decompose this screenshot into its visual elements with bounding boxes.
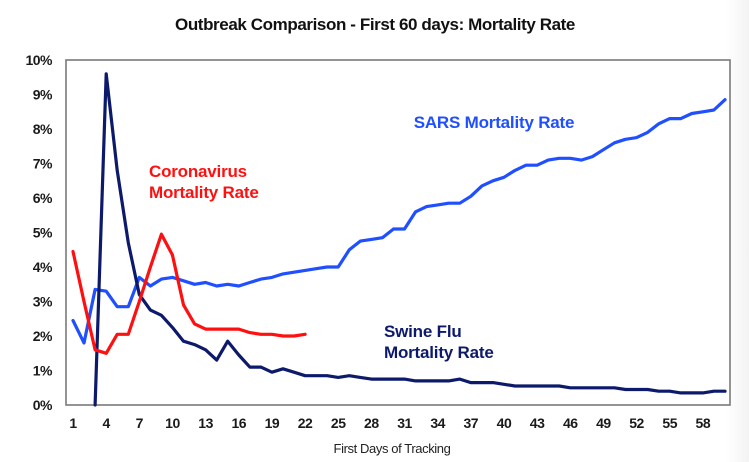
y-axis: 0% 1% 2% 3% 4% 5% 6% 7% 8% 9% 10%	[25, 52, 53, 413]
x-axis: 1 4 7 10 13 16 19 22 25 28 31 34 37 40 43 46 49 52 55 58	[69, 415, 711, 431]
annotation-line: Coronavirus	[149, 162, 247, 181]
x-tick-label: 58	[696, 415, 711, 431]
y-tick-label: 1%	[33, 363, 53, 379]
x-tick-label: 49	[596, 415, 611, 431]
series-coronavirus-mortality-rate	[71, 232, 307, 355]
x-tick-label: 37	[464, 415, 479, 431]
x-tick-label: 25	[331, 415, 346, 431]
x-tick-label: 28	[364, 415, 379, 431]
x-tick-label: 52	[629, 415, 644, 431]
annotation-swine-flu-mortality-rate: Swine Flu Mortality Rate	[384, 322, 494, 362]
x-tick-label: 46	[563, 415, 578, 431]
x-tick-label: 10	[165, 415, 180, 431]
x-tick-label: 13	[198, 415, 213, 431]
plot-area	[65, 59, 731, 406]
annotation-line: Swine Flu	[384, 322, 462, 341]
y-tick-label: 10%	[25, 52, 53, 68]
annotation-line: SARS Mortality Rate	[414, 113, 575, 132]
x-tick-label: 7	[136, 415, 144, 431]
y-tick-label: 8%	[33, 121, 53, 137]
x-tick-label: 16	[231, 415, 246, 431]
annotation-line: Mortality Rate	[384, 343, 494, 362]
annotation-line: Mortality Rate	[149, 183, 259, 202]
y-tick-label: 9%	[33, 87, 53, 103]
line-coronavirus-mortality-rate	[71, 232, 307, 355]
x-tick-label: 22	[298, 415, 313, 431]
y-tick-label: 6%	[33, 190, 53, 206]
x-tick-label: 19	[265, 415, 280, 431]
series-swine-flu-mortality-rate	[93, 72, 727, 407]
y-tick-label: 3%	[33, 294, 53, 310]
x-tick-label: 31	[397, 415, 412, 431]
series-layer	[71, 72, 727, 407]
line-sars-mortality-rate	[71, 98, 727, 345]
x-tick-label: 40	[497, 415, 512, 431]
y-tick-label: 2%	[33, 328, 53, 344]
series-sars-mortality-rate	[71, 98, 727, 345]
annotation-sars-mortality-rate: SARS Mortality Rate	[414, 113, 575, 132]
y-tick-label: 0%	[33, 397, 53, 413]
x-axis-label: First Days of Tracking	[334, 441, 451, 456]
annotations: SARS Mortality Rate Coronavirus Mortality …	[149, 113, 574, 362]
x-tick-label: 55	[662, 415, 677, 431]
x-tick-label: 1	[69, 415, 77, 431]
x-tick-label: 4	[103, 415, 111, 431]
chart-title: Outbreak Comparison - First 60 days: Mor…	[175, 15, 575, 34]
line-swine-flu-mortality-rate	[93, 72, 727, 407]
x-tick-label: 43	[530, 415, 545, 431]
annotation-coronavirus-mortality-rate: Coronavirus Mortality Rate	[149, 162, 259, 202]
y-tick-label: 5%	[33, 225, 53, 241]
y-tick-label: 7%	[33, 156, 53, 172]
x-tick-label: 34	[430, 415, 445, 431]
y-tick-label: 4%	[33, 259, 53, 275]
